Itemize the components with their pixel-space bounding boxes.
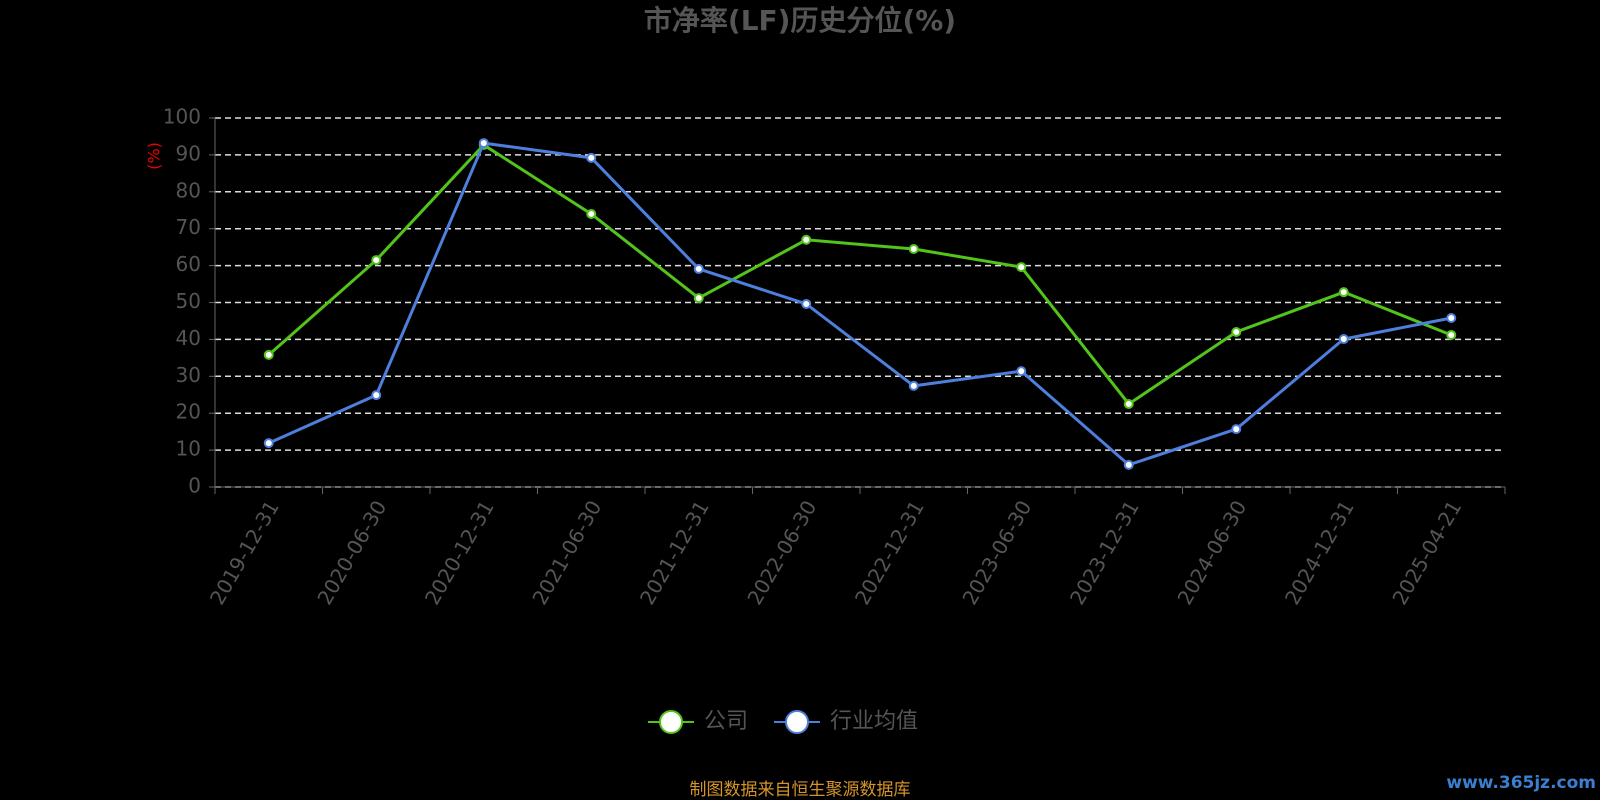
y-tick-label: 60 xyxy=(176,252,201,276)
data-point xyxy=(263,349,274,360)
y-tick-label: 30 xyxy=(176,363,201,387)
data-point xyxy=(1123,459,1134,470)
y-tick-label: 50 xyxy=(176,289,201,313)
y-axis-label: (%) xyxy=(145,142,164,170)
data-point xyxy=(1016,366,1027,377)
data-point xyxy=(586,208,597,219)
data-point xyxy=(371,390,382,401)
source-note: 制图数据来自恒生聚源数据库 xyxy=(690,780,911,800)
data-point xyxy=(693,293,704,304)
y-tick-label: 10 xyxy=(176,437,201,461)
watermark: www.365jz.com xyxy=(1446,773,1596,793)
data-point xyxy=(908,243,919,254)
data-point xyxy=(263,438,274,449)
data-point xyxy=(908,380,919,391)
data-point xyxy=(1446,312,1457,323)
legend-marker xyxy=(785,710,810,734)
y-tick-label: 20 xyxy=(176,400,201,424)
y-tick-label: 0 xyxy=(188,474,201,498)
data-point xyxy=(586,152,597,163)
series-line xyxy=(267,142,1452,406)
legend-marker xyxy=(659,710,683,734)
data-point xyxy=(1016,262,1027,273)
y-tick-label: 80 xyxy=(176,178,201,202)
y-tick-label: 70 xyxy=(176,215,201,239)
legend-label: 公司 xyxy=(704,709,748,734)
data-point xyxy=(693,263,704,274)
y-tick-label: 100 xyxy=(163,105,201,129)
data-point xyxy=(371,255,382,266)
data-point xyxy=(801,298,812,309)
legend: 公司 行业均值 xyxy=(648,709,918,734)
data-point xyxy=(1231,424,1242,435)
y-tick-label: 90 xyxy=(176,141,201,165)
data-point xyxy=(478,138,489,149)
data-point xyxy=(801,234,812,245)
series-line xyxy=(268,141,1452,467)
data-point xyxy=(1338,287,1349,298)
data-point xyxy=(1231,327,1242,338)
y-tick-label: 40 xyxy=(176,326,201,350)
chart-title: 市净率(LF)历史分位(%) xyxy=(644,4,956,37)
data-point xyxy=(1123,398,1134,409)
data-point xyxy=(1446,329,1457,340)
data-point xyxy=(1338,334,1349,345)
legend-label: 行业均值 xyxy=(830,709,918,734)
